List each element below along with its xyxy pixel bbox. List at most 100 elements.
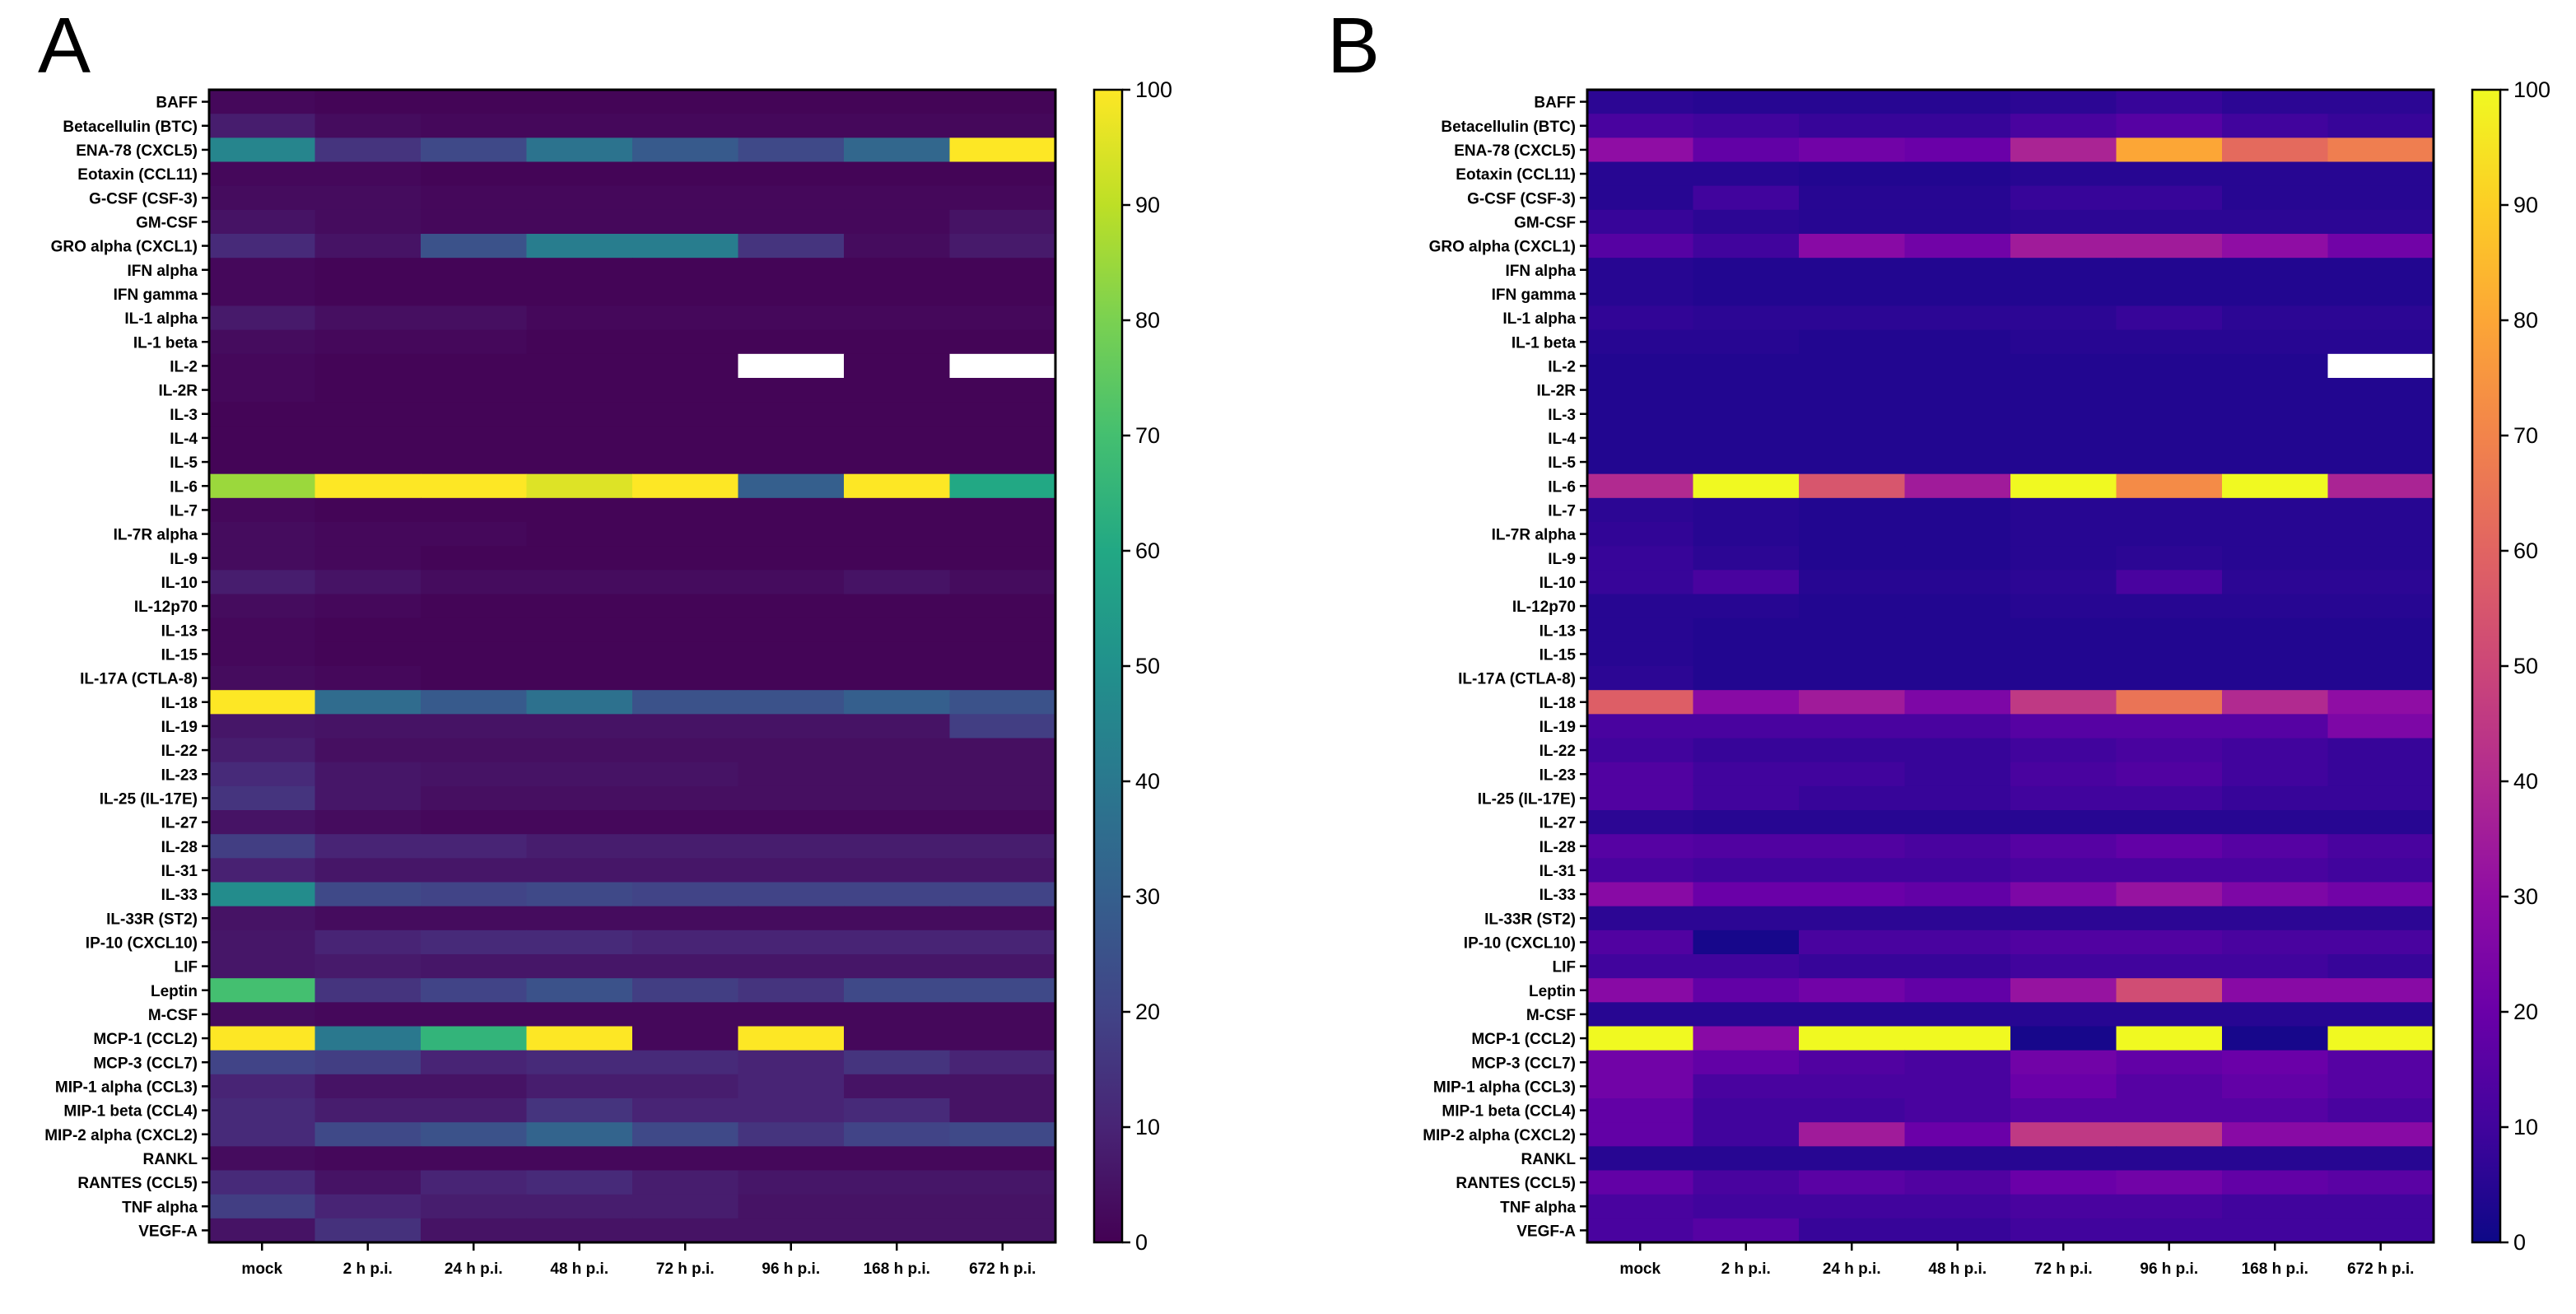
panel-a-cell-r17-c6 [844, 497, 951, 523]
panel-a-cell-r0-c5 [738, 90, 845, 114]
panel-a-cell-r10-c7 [949, 329, 1056, 355]
panel-b-row-label: TNF alpha [1500, 1199, 1576, 1216]
panel-b-cell-r45-c6 [2222, 1170, 2329, 1195]
panel-a-col-label: 168 h p.i. [864, 1260, 930, 1278]
panel-a-cell-r41-c6 [844, 1074, 951, 1099]
panel-a-cell-r7-c6 [844, 258, 951, 282]
panel-b-cell-r47-c2 [1799, 1218, 1906, 1243]
panel-a-cell-r36-c3 [526, 954, 633, 979]
panel-b-cell-r15-c6 [2222, 450, 2329, 475]
panel-b-cell-r22-c4 [2010, 617, 2117, 643]
panel-a-cell-r15-c0 [209, 450, 316, 475]
panel-a-row-label: IL-17A (CTLA-8) [80, 671, 198, 688]
panel-b-cell-r3-c2 [1799, 161, 1906, 187]
panel-b-cell-r9-c4 [2010, 305, 2117, 331]
panel-a-cell-r4-c0 [209, 185, 316, 211]
panel-a-cell-r31-c4 [632, 834, 739, 859]
panel-b-row-label: MIP-1 beta (CCL4) [1442, 1103, 1576, 1121]
panel-a-row-label: IL-28 [161, 839, 198, 856]
panel-a-cell-r30-c7 [949, 810, 1056, 835]
panel-b-cell-r5-c7 [2327, 209, 2434, 235]
panel-b-cell-r5-c5 [2116, 209, 2223, 235]
panel-a-cell-r38-c7 [949, 1002, 1056, 1027]
panel-b-cell-r4-c3 [1904, 185, 2011, 211]
panel-a-row-label: IL-3 [170, 407, 198, 424]
panel-b-cell-r14-c2 [1799, 426, 1906, 451]
panel-a-cell-r32-c6 [844, 858, 951, 883]
panel-a-cell-r36-c4 [632, 954, 739, 979]
panel-a-cell-r22-c7 [949, 617, 1056, 643]
panel-b-cell-r37-c3 [1904, 978, 2011, 1003]
panel-a-cell-r23-c7 [949, 641, 1056, 667]
panel-a-cell-r19-c7 [949, 546, 1056, 571]
panel-a-cell-r8-c1 [314, 282, 422, 307]
panel-a-cell-r41-c3 [526, 1074, 633, 1099]
panel-b-row-label: IL-12p70 [1512, 599, 1576, 616]
panel-b-cell-r46-c7 [2327, 1194, 2434, 1219]
panel-a-cell-r38-c0 [209, 1002, 316, 1027]
panel-b-cell-r41-c4 [2010, 1074, 2117, 1099]
panel-b-cell-r16-c2 [1799, 473, 1906, 499]
heatmap-panel-b: BAFF Betacellulin (BTC) ENA-78 (CXCL5) Eota… [1423, 77, 2550, 1278]
panel-b-cell-r17-c2 [1799, 497, 1906, 523]
panel-b-cell-r2-c3 [1904, 137, 2011, 163]
panel-a-cell-r15-c7 [949, 450, 1056, 475]
panel-a-cell-r30-c2 [421, 810, 528, 835]
panel-b-cell-r28-c1 [1693, 762, 1800, 787]
panel-b-colorbar-tick-label: 30 [2513, 884, 2538, 909]
panel-b-cell-r34-c4 [2010, 906, 2117, 931]
panel-b-cell-r37-c1 [1693, 978, 1800, 1003]
panel-a-cell-r43-c2 [421, 1122, 528, 1147]
panel-b-cell-r47-c5 [2116, 1218, 2223, 1243]
panel-a-cell-r41-c5 [738, 1074, 845, 1099]
panel-b-row-label: IL-1 alpha [1502, 310, 1576, 328]
panel-a-row-label: IL-22 [161, 743, 198, 760]
panel-a-cell-r46-c4 [632, 1194, 739, 1219]
panel-b-col-label: 72 h p.i. [2034, 1260, 2093, 1278]
panel-b-cell-r6-c1 [1693, 234, 1800, 259]
panel-a-cell-r8-c2 [421, 282, 528, 307]
panel-b-cell-r3-c1 [1693, 161, 1800, 187]
panel-a-cell-r6-c3 [526, 234, 633, 259]
panel-b-row-label: IL-15 [1540, 646, 1577, 664]
panel-b-cell-r1-c5 [2116, 114, 2223, 138]
panel-b-cell-r21-c5 [2116, 594, 2223, 619]
panel-b-cell-r1-c2 [1799, 114, 1906, 138]
panel-b-cell-r45-c1 [1693, 1170, 1800, 1195]
panel-a-cell-r30-c1 [314, 810, 422, 835]
panel-a-cell-r3-c7 [949, 161, 1056, 187]
panel-a-cell-r47-c2 [421, 1218, 528, 1243]
panel-b-cell-r10-c3 [1904, 329, 2011, 355]
panel-a-cell-r10-c2 [421, 329, 528, 355]
panel-b-cell-r44-c3 [1904, 1146, 2011, 1172]
panel-a-cell-r44-c1 [314, 1146, 422, 1172]
panel-a-cell-r17-c5 [738, 497, 845, 523]
panel-a-cell-r36-c0 [209, 954, 316, 979]
panel-b-cell-r36-c1 [1693, 954, 1800, 979]
panel-label-a: A [38, 2, 91, 90]
panel-b-cell-r16-c1 [1693, 473, 1800, 499]
panel-a-cell-r42-c0 [209, 1098, 316, 1123]
panel-a-cell-r11-c5 [738, 353, 845, 379]
panel-b-cell-r46-c4 [2010, 1194, 2117, 1219]
panel-a-cell-r10-c6 [844, 329, 951, 355]
panel-b-cell-r18-c5 [2116, 522, 2223, 547]
panel-a-cell-r6-c1 [314, 234, 422, 259]
panel-b-cell-r7-c5 [2116, 258, 2223, 282]
panel-b-cell-r15-c0 [1587, 450, 1694, 475]
panel-a-cell-r25-c7 [949, 690, 1056, 715]
panel-b-cell-r36-c2 [1799, 954, 1906, 979]
panel-a-cell-r47-c7 [949, 1218, 1056, 1243]
panel-a-row-label: MCP-3 (CCL7) [93, 1055, 198, 1072]
panel-a-cell-r14-c3 [526, 426, 633, 451]
panel-a-cell-r7-c0 [209, 258, 316, 282]
panel-a-row-label: MIP-1 beta (CCL4) [63, 1103, 198, 1121]
panel-a-cell-r19-c4 [632, 546, 739, 571]
panel-b-colorbar-tick-label: 60 [2513, 538, 2538, 563]
panel-b-cell-r13-c2 [1799, 402, 1906, 426]
panel-b-cell-r13-c0 [1587, 402, 1694, 426]
panel-b-cell-r17-c5 [2116, 497, 2223, 523]
panel-a-cell-r47-c6 [844, 1218, 951, 1243]
panel-a-cell-r34-c1 [314, 906, 422, 931]
panel-b-cell-r1-c6 [2222, 114, 2329, 138]
